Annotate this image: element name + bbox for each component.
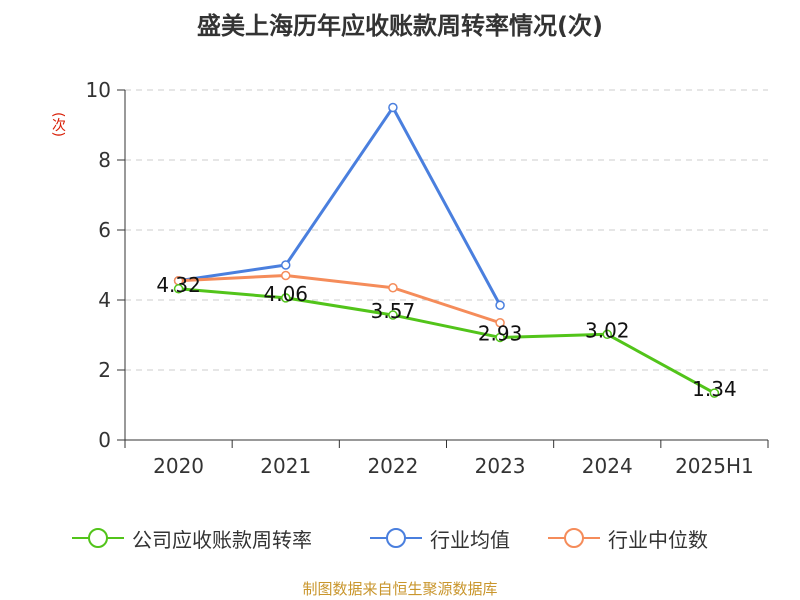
data-point bbox=[281, 270, 291, 281]
legend-label: 行业中位数 bbox=[608, 527, 708, 552]
data-point bbox=[173, 284, 184, 294]
x-tick-label: 2023 bbox=[475, 454, 526, 478]
legend-marker-icon bbox=[370, 528, 422, 548]
data-label: 4.06 bbox=[263, 282, 308, 306]
legend: 公司应收账款周转率 行业均值 行业中位数 bbox=[0, 520, 800, 556]
data-label: 4.32 bbox=[156, 273, 201, 297]
y-tick-label: 0 bbox=[98, 428, 111, 452]
y-tick-label: 4 bbox=[98, 288, 111, 312]
data-point bbox=[495, 300, 505, 310]
data-point bbox=[281, 293, 291, 303]
series-line bbox=[178, 106, 502, 306]
legend-circle bbox=[386, 528, 406, 548]
data-point bbox=[495, 332, 505, 343]
legend-item[interactable]: 行业中位数 bbox=[548, 520, 708, 556]
series-lines bbox=[173, 102, 720, 398]
data-label: 3.02 bbox=[585, 318, 630, 342]
data-label: 3.57 bbox=[371, 299, 416, 323]
legend-marker-icon bbox=[72, 528, 124, 548]
grid bbox=[125, 89, 768, 371]
legend-label: 行业均值 bbox=[430, 527, 510, 552]
legend-item[interactable]: 公司应收账款周转率 bbox=[72, 520, 312, 556]
legend-circle bbox=[88, 528, 108, 548]
x-tick-label: 2025H1 bbox=[675, 454, 754, 478]
source-note: 制图数据来自恒生聚源数据库 bbox=[302, 580, 498, 598]
y-axis-label: (次) bbox=[50, 112, 66, 137]
data-label: 2.93 bbox=[478, 321, 523, 345]
y-tick-label: 8 bbox=[98, 148, 111, 172]
y-tick-label: 10 bbox=[86, 78, 111, 102]
data-point bbox=[388, 283, 398, 293]
series-line bbox=[178, 274, 501, 325]
data-label: 1.34 bbox=[692, 377, 737, 401]
chart-title: 盛美上海历年应收账款周转率情况(次) bbox=[197, 12, 603, 40]
data-point bbox=[281, 260, 291, 270]
y-tick-label: 6 bbox=[98, 218, 111, 242]
axes: 0 2 4 6 8 10 2020 2021 2022 2023 2024 2025H1 bbox=[86, 78, 769, 478]
x-tick-label: 2020 bbox=[153, 454, 204, 478]
x-tick-label: 2022 bbox=[367, 454, 418, 478]
x-tick-label: 2024 bbox=[582, 454, 633, 478]
legend-circle bbox=[564, 528, 584, 548]
data-point bbox=[709, 388, 720, 398]
data-point bbox=[495, 318, 505, 328]
legend-item[interactable]: 行业均值 bbox=[370, 520, 510, 556]
legend-label: 公司应收账款周转率 bbox=[132, 527, 312, 552]
x-tick-label: 2021 bbox=[260, 454, 311, 478]
data-point bbox=[388, 102, 398, 113]
series-line bbox=[178, 287, 716, 395]
data-labels: 4.32 4.06 3.57 2.93 3.02 1.34 bbox=[156, 273, 736, 401]
data-point bbox=[602, 329, 612, 340]
y-tick-label: 2 bbox=[98, 358, 111, 382]
legend-marker-icon bbox=[548, 528, 600, 548]
data-point bbox=[388, 310, 398, 320]
